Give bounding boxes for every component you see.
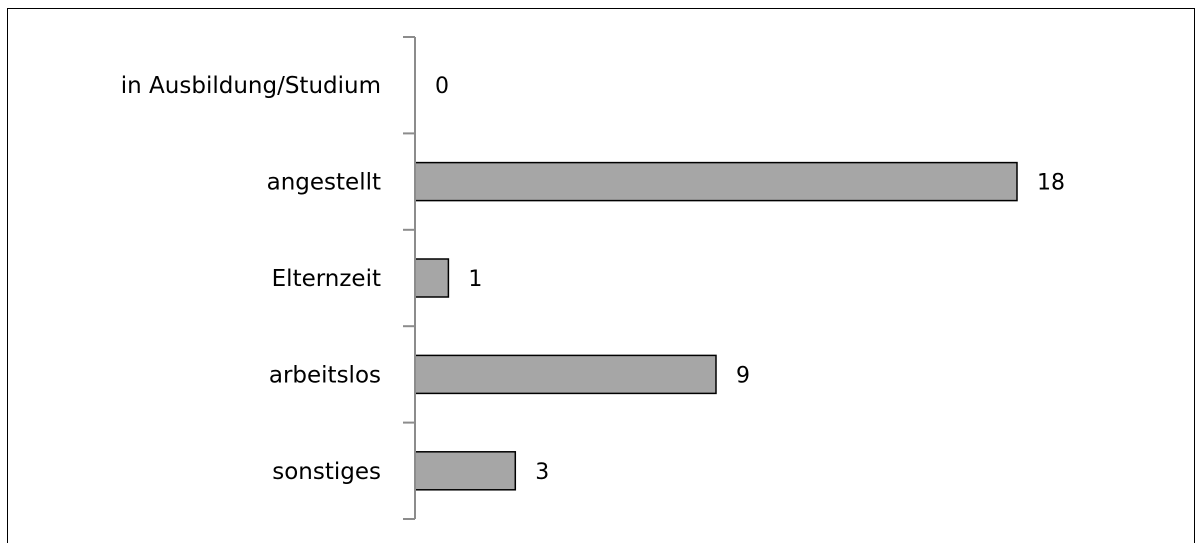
bar-4 (414, 451, 517, 491)
bar-3 (414, 354, 717, 395)
bar-1 (414, 161, 1018, 202)
category-label: in Ausbildung/Studium (121, 73, 381, 99)
category-labels: in Ausbildung/Studium angestellt Elternzei… (121, 73, 381, 485)
value-label: 18 (1037, 171, 1065, 196)
chart-frame (7, 8, 1195, 543)
category-axis (403, 36, 416, 520)
category-label: sonstiges (272, 459, 381, 485)
category-label: angestellt (267, 170, 381, 196)
value-label: 0 (435, 74, 449, 99)
bars-layer (414, 161, 1018, 491)
category-label: arbeitslos (269, 362, 381, 388)
bar-2 (414, 258, 450, 298)
value-label: 1 (468, 267, 482, 292)
value-label: 3 (535, 460, 549, 485)
value-labels: 0 18 1 9 3 (435, 74, 1065, 485)
value-label: 9 (736, 363, 750, 388)
category-label: Elternzeit (272, 266, 381, 292)
